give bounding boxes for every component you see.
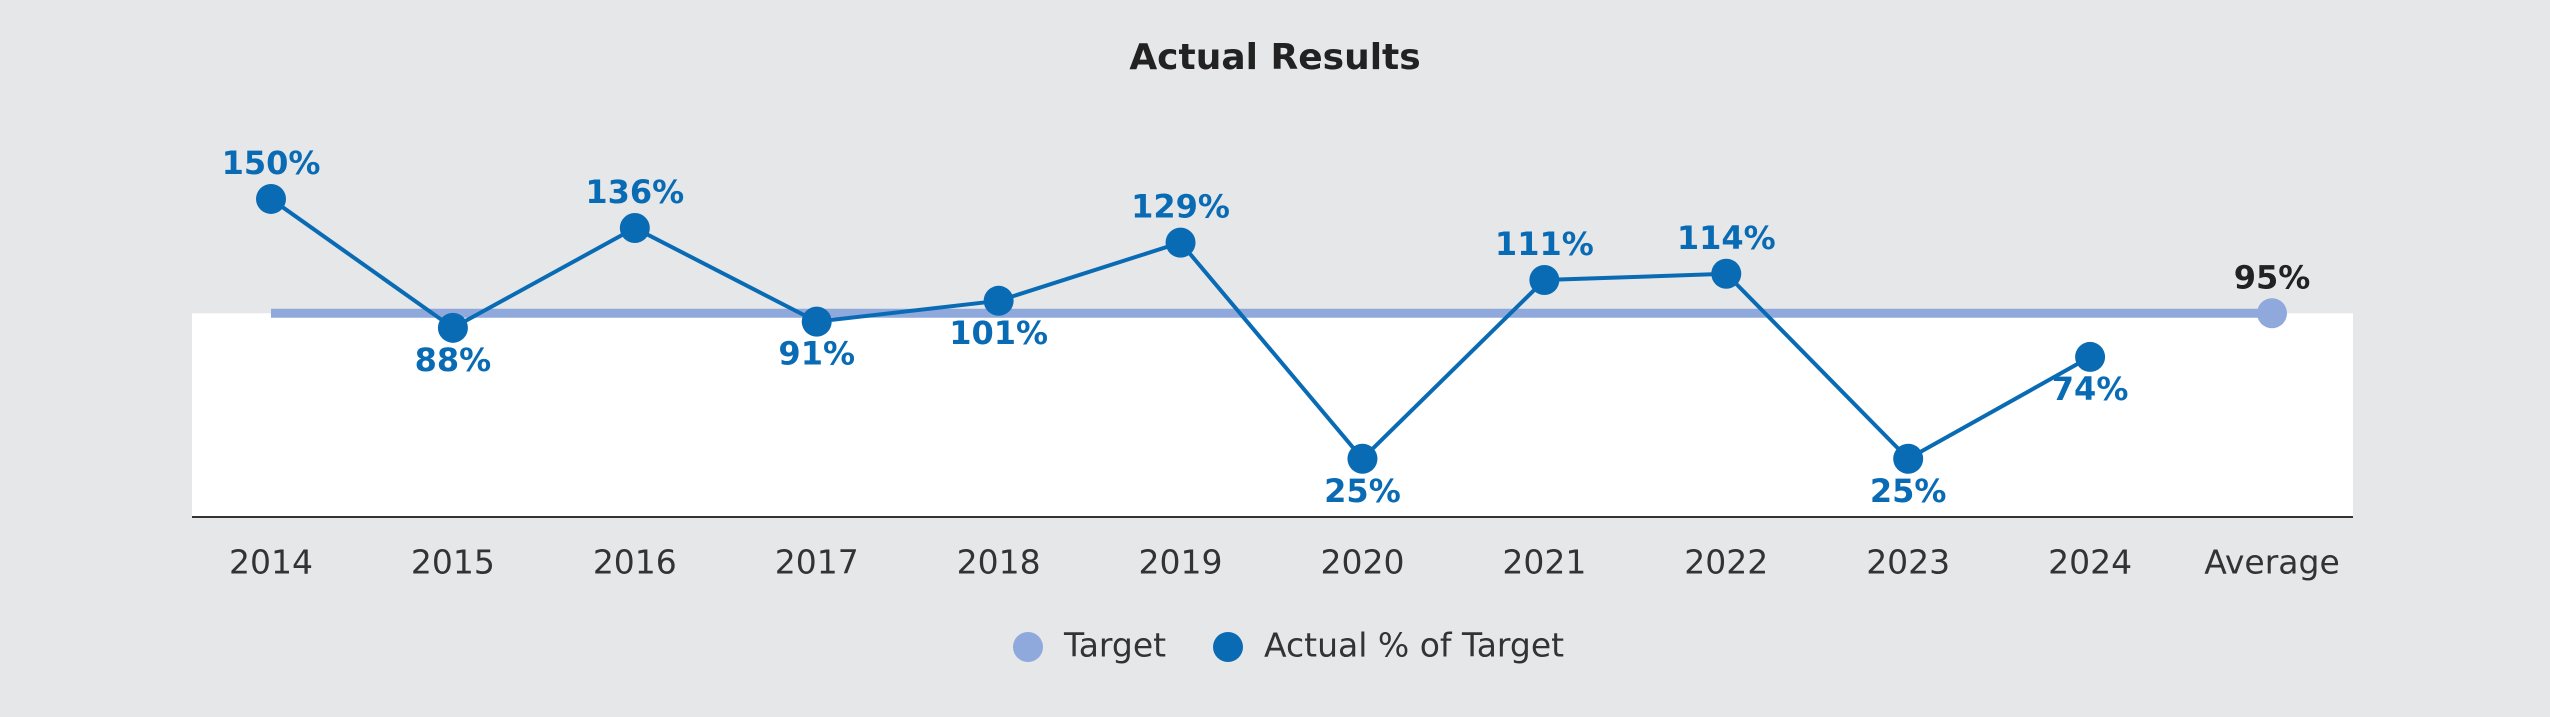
data-point: [801, 306, 832, 337]
data-point: [256, 183, 286, 214]
data-label: 111%: [1495, 225, 1594, 263]
x-tick-label: 2021: [1502, 543, 1586, 582]
data-point: [1893, 443, 1924, 474]
x-tick-label: 2017: [775, 543, 859, 582]
x-tick-label: 2024: [2048, 543, 2132, 582]
x-tick-label: 2022: [1684, 543, 1768, 582]
data-label: 95%: [2234, 258, 2311, 296]
legend-marker: [1013, 632, 1043, 662]
data-label: 25%: [1870, 472, 1947, 510]
data-point: [1165, 227, 1196, 258]
data-point: [983, 285, 1014, 316]
plot-band: [192, 313, 2353, 517]
x-tick-label: Average: [2204, 543, 2340, 582]
data-label: 74%: [2052, 370, 2129, 408]
data-point: [1347, 443, 1378, 474]
data-label: 101%: [949, 314, 1048, 352]
legend-marker: [1213, 632, 1243, 662]
x-tick-label: 2023: [1866, 543, 1950, 582]
data-label: 25%: [1324, 472, 1401, 510]
x-tick-label: 2014: [229, 543, 313, 582]
x-tick-label: 2018: [957, 543, 1041, 582]
data-label: 91%: [778, 335, 855, 373]
data-label: 150%: [222, 144, 321, 182]
data-point: [2075, 341, 2106, 372]
data-label: 129%: [1131, 188, 1230, 226]
data-label: 88%: [415, 341, 492, 379]
data-point: [437, 312, 468, 343]
x-tick-label: 2019: [1139, 543, 1223, 582]
data-point: [619, 213, 650, 244]
data-point: [2257, 298, 2287, 329]
legend-label: Target: [1063, 626, 1166, 665]
data-point: [1529, 265, 1560, 296]
chart-title: Actual Results: [1129, 37, 1420, 78]
data-point: [1711, 258, 1742, 289]
x-tick-label: 2015: [411, 543, 495, 582]
x-tick-label: 2020: [1320, 543, 1404, 582]
legend-label: Actual % of Target: [1264, 626, 1564, 665]
data-label: 136%: [585, 173, 684, 211]
x-tick-label: 2016: [593, 543, 677, 582]
data-label: 114%: [1677, 219, 1776, 257]
